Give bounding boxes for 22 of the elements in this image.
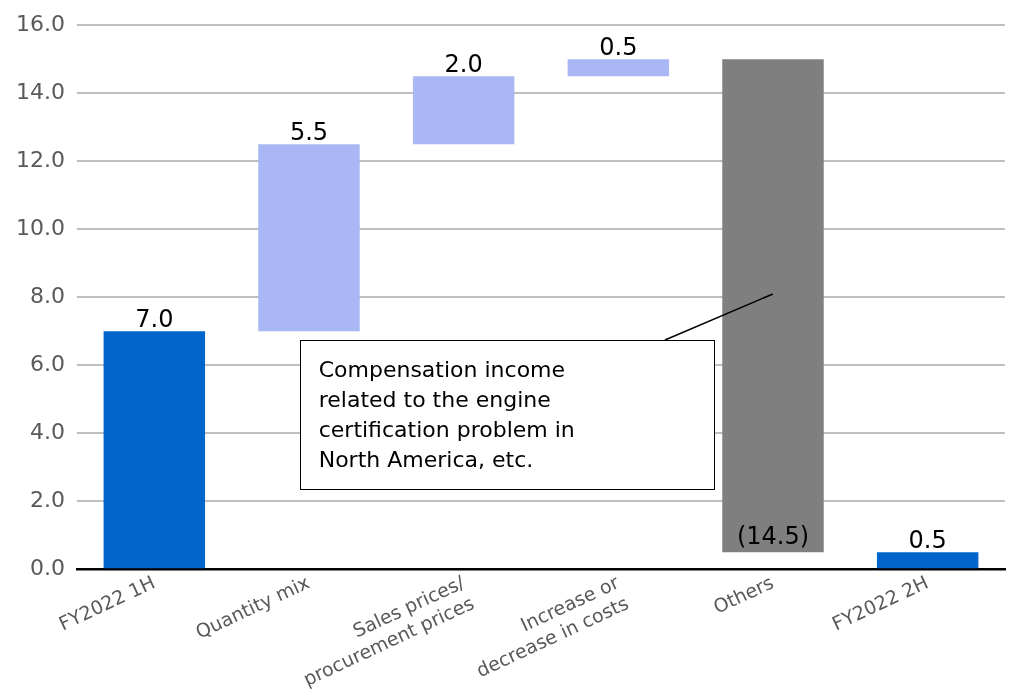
data-label: 7.0 <box>135 305 174 334</box>
y-tick-label: 2.0 <box>29 486 65 512</box>
bar <box>258 144 360 332</box>
bar <box>567 59 670 77</box>
data-label: 0.5 <box>908 526 947 555</box>
data-label: 2.0 <box>444 50 483 79</box>
y-tick-label: 14.0 <box>16 78 65 104</box>
y-tick-label: 6.0 <box>29 350 65 376</box>
bar <box>876 552 979 569</box>
y-tick-label: 0.0 <box>29 554 65 580</box>
data-label: 5.5 <box>289 118 329 147</box>
y-tick-label: 10.0 <box>16 214 65 240</box>
y-tick-label: 4.0 <box>29 418 65 444</box>
bar <box>722 59 824 553</box>
y-tick-label: 12.0 <box>16 146 65 172</box>
bar <box>412 76 515 145</box>
bar <box>103 331 206 569</box>
data-label: (14.5) <box>736 522 810 551</box>
data-label: 0.5 <box>599 33 638 62</box>
y-tick-label: 16.0 <box>16 10 65 36</box>
y-tick-label: 8.0 <box>29 282 65 308</box>
note-box: Compensation income related to the engine certification problem in North America, etc. <box>299 339 715 490</box>
